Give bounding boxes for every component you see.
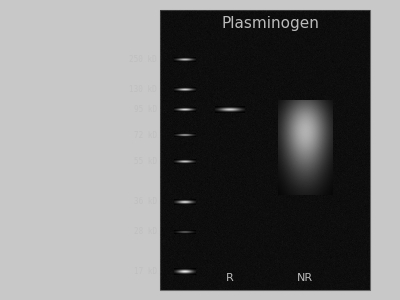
Bar <box>160 10 370 290</box>
Text: 250 kD: 250 kD <box>129 56 157 64</box>
Text: 95 kD: 95 kD <box>134 106 157 115</box>
Text: 17 kD: 17 kD <box>134 268 157 277</box>
Text: 72 kD: 72 kD <box>134 130 157 140</box>
Text: 55 kD: 55 kD <box>134 158 157 166</box>
Text: NR: NR <box>297 273 313 283</box>
Text: 36 kD: 36 kD <box>134 197 157 206</box>
Text: 130 kD: 130 kD <box>129 85 157 94</box>
Text: R: R <box>226 273 234 283</box>
Text: Plasminogen: Plasminogen <box>221 16 319 31</box>
Text: 28 kD: 28 kD <box>134 227 157 236</box>
